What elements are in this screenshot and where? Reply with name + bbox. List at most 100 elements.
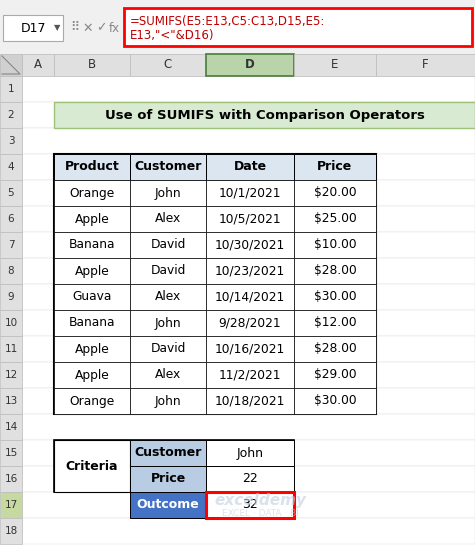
Text: 3: 3	[8, 136, 14, 146]
Text: Customer: Customer	[134, 161, 202, 173]
FancyBboxPatch shape	[206, 232, 294, 258]
FancyBboxPatch shape	[0, 54, 22, 76]
FancyBboxPatch shape	[22, 128, 475, 154]
Text: John: John	[155, 187, 181, 199]
Text: 32: 32	[242, 498, 258, 512]
FancyBboxPatch shape	[0, 102, 22, 128]
FancyBboxPatch shape	[294, 258, 376, 284]
FancyBboxPatch shape	[22, 388, 475, 414]
Text: Alex: Alex	[155, 213, 181, 226]
Text: Use of SUMIFS with Comparison Operators: Use of SUMIFS with Comparison Operators	[104, 109, 425, 121]
Text: $28.00: $28.00	[314, 264, 356, 278]
FancyBboxPatch shape	[0, 154, 22, 180]
Text: 7: 7	[8, 240, 14, 250]
Text: 1: 1	[8, 84, 14, 94]
FancyBboxPatch shape	[22, 518, 475, 544]
FancyBboxPatch shape	[22, 76, 475, 102]
FancyBboxPatch shape	[124, 8, 472, 46]
Text: 11: 11	[4, 344, 18, 354]
Text: 15: 15	[4, 448, 18, 458]
FancyBboxPatch shape	[0, 206, 22, 232]
FancyBboxPatch shape	[22, 54, 54, 76]
Text: 18: 18	[4, 526, 18, 536]
FancyBboxPatch shape	[54, 336, 130, 362]
Text: 5: 5	[8, 188, 14, 198]
Text: exceldemy: exceldemy	[214, 493, 306, 508]
FancyBboxPatch shape	[22, 362, 475, 388]
FancyBboxPatch shape	[294, 180, 376, 206]
FancyBboxPatch shape	[0, 128, 22, 154]
Text: $25.00: $25.00	[314, 213, 356, 226]
Text: Product: Product	[65, 161, 119, 173]
Text: $20.00: $20.00	[314, 187, 356, 199]
FancyBboxPatch shape	[0, 518, 22, 544]
Text: David: David	[150, 342, 186, 355]
FancyBboxPatch shape	[54, 102, 475, 128]
FancyBboxPatch shape	[54, 362, 130, 388]
Text: fx: fx	[108, 22, 120, 34]
Text: Alex: Alex	[155, 290, 181, 304]
FancyBboxPatch shape	[0, 362, 22, 388]
Text: Alex: Alex	[155, 369, 181, 381]
Text: ✕: ✕	[83, 22, 93, 34]
Text: 10/18/2021: 10/18/2021	[215, 395, 285, 407]
FancyBboxPatch shape	[22, 414, 475, 440]
FancyBboxPatch shape	[22, 154, 475, 180]
FancyBboxPatch shape	[0, 232, 22, 258]
Text: 6: 6	[8, 214, 14, 224]
Text: EXCEL · DATA · BI: EXCEL · DATA · BI	[221, 508, 298, 518]
FancyBboxPatch shape	[206, 388, 294, 414]
FancyBboxPatch shape	[22, 336, 475, 362]
Text: John: John	[237, 447, 264, 459]
Text: 9/28/2021: 9/28/2021	[218, 316, 281, 330]
FancyBboxPatch shape	[0, 258, 22, 284]
FancyBboxPatch shape	[22, 258, 475, 284]
FancyBboxPatch shape	[54, 258, 130, 284]
FancyBboxPatch shape	[130, 180, 206, 206]
FancyBboxPatch shape	[22, 102, 475, 128]
Text: 17: 17	[4, 500, 18, 510]
FancyBboxPatch shape	[0, 336, 22, 362]
Text: 10/16/2021: 10/16/2021	[215, 342, 285, 355]
Text: E: E	[332, 59, 339, 72]
Text: 13: 13	[4, 396, 18, 406]
FancyBboxPatch shape	[294, 206, 376, 232]
FancyBboxPatch shape	[206, 258, 294, 284]
FancyBboxPatch shape	[130, 388, 206, 414]
FancyBboxPatch shape	[0, 310, 22, 336]
FancyBboxPatch shape	[54, 388, 130, 414]
FancyBboxPatch shape	[0, 0, 475, 54]
FancyBboxPatch shape	[54, 232, 130, 258]
FancyBboxPatch shape	[22, 232, 475, 258]
Text: ✓: ✓	[96, 22, 106, 34]
FancyBboxPatch shape	[206, 310, 294, 336]
Text: $28.00: $28.00	[314, 342, 356, 355]
FancyBboxPatch shape	[294, 232, 376, 258]
FancyBboxPatch shape	[54, 180, 130, 206]
FancyBboxPatch shape	[130, 206, 206, 232]
Text: Date: Date	[233, 161, 266, 173]
Text: 2: 2	[8, 110, 14, 120]
FancyBboxPatch shape	[0, 440, 22, 466]
Text: 10/1/2021: 10/1/2021	[219, 187, 281, 199]
FancyBboxPatch shape	[22, 206, 475, 232]
Text: 14: 14	[4, 422, 18, 432]
Text: Banana: Banana	[69, 238, 115, 252]
Text: Apple: Apple	[75, 264, 109, 278]
FancyBboxPatch shape	[294, 362, 376, 388]
Text: $30.00: $30.00	[314, 290, 356, 304]
FancyBboxPatch shape	[294, 154, 376, 180]
FancyBboxPatch shape	[130, 284, 206, 310]
Text: David: David	[150, 238, 186, 252]
Text: $29.00: $29.00	[314, 369, 356, 381]
FancyBboxPatch shape	[0, 76, 22, 102]
FancyBboxPatch shape	[294, 336, 376, 362]
Text: Price: Price	[317, 161, 352, 173]
Text: John: John	[155, 395, 181, 407]
Text: 10/14/2021: 10/14/2021	[215, 290, 285, 304]
FancyBboxPatch shape	[22, 310, 475, 336]
Text: 10/30/2021: 10/30/2021	[215, 238, 285, 252]
Text: 4: 4	[8, 162, 14, 172]
Text: Orange: Orange	[69, 395, 114, 407]
FancyBboxPatch shape	[206, 284, 294, 310]
